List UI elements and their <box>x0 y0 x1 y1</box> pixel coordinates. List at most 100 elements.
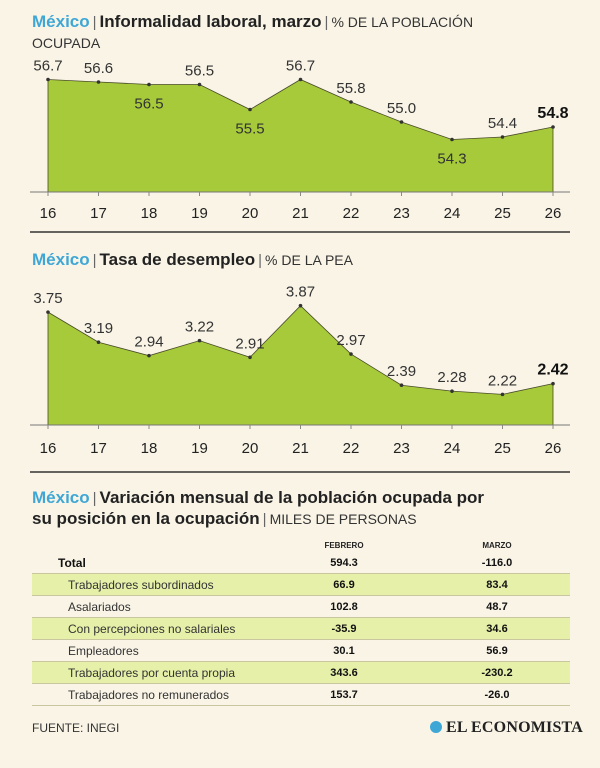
chart2-unit-separator: | <box>258 252 263 269</box>
data-point <box>46 310 50 314</box>
row-label: Trabajadores subordinados <box>32 573 264 596</box>
data-label: 56.5 <box>185 63 214 80</box>
data-label: 3.22 <box>185 319 214 336</box>
logo-globe-icon <box>430 721 442 733</box>
data-point <box>197 82 202 87</box>
table-unit: MILES DE PERSONAS <box>269 511 417 527</box>
column-header-marzo: MARZO <box>482 540 512 550</box>
occupation-table: FEBRERO MARZO Total 594.3 -116.0 Trabaja… <box>32 538 570 706</box>
row-label: Total <box>32 552 264 574</box>
x-tick-label: 23 <box>393 205 410 222</box>
table-row: Empleadores 30.1 56.9 <box>32 639 570 662</box>
row-label: Asalariados <box>32 595 264 618</box>
row-febrero-value: 66.9 <box>264 573 424 596</box>
row-marzo-value: 83.4 <box>424 573 570 596</box>
x-tick-label: 19 <box>191 440 208 457</box>
x-tick-label: 16 <box>40 440 57 457</box>
x-tick-label: 22 <box>343 440 360 457</box>
data-point <box>248 355 252 360</box>
table-row: Trabajadores no remunerados 153.7 -26.0 <box>32 683 570 706</box>
data-point <box>298 77 303 82</box>
data-label: 2.91 <box>235 335 264 352</box>
chart1-country: México <box>32 12 90 31</box>
table-row: Con percepciones no salariales -35.9 34.… <box>32 617 570 640</box>
el-economista-logo: EL ECONOMISTA <box>430 719 583 737</box>
chart2-country: México <box>32 250 90 269</box>
data-point <box>450 389 454 393</box>
informalidad-chart: 56.7 56.6 56.5 56.5 55.5 56.7 55.8 55.0 54.3 54.4… <box>30 58 570 233</box>
row-label: Trabajadores no remunerados <box>32 683 264 706</box>
desempleo-chart: 3.75 3.19 2.94 3.22 2.91 3.87 2.97 2.39 2.28 2.22… <box>30 284 570 473</box>
data-label: 55.0 <box>387 100 416 117</box>
data-label: 56.7 <box>286 58 315 75</box>
x-tick-label: 26 <box>545 205 562 222</box>
row-febrero-value: 102.8 <box>264 595 424 618</box>
table-row-total: Total 594.3 -116.0 <box>32 552 570 574</box>
row-label: Con percepciones no salariales <box>32 617 264 640</box>
x-tick-label: 17 <box>90 205 107 222</box>
x-tick-label: 19 <box>191 205 208 222</box>
data-label: 56.6 <box>84 60 113 77</box>
table-row: Trabajadores subordinados 66.9 83.4 <box>32 573 570 596</box>
data-point <box>349 352 353 356</box>
data-label: 2.39 <box>387 363 416 380</box>
data-label: 55.5 <box>235 121 264 138</box>
data-label: 54.8 <box>537 105 568 122</box>
data-label: 55.8 <box>336 80 365 97</box>
table-unit-separator: | <box>262 511 267 528</box>
table-title-line1: Variación mensual de la población ocupad… <box>99 488 485 507</box>
row-label: Empleadores <box>32 639 264 662</box>
row-febrero-value: 594.3 <box>264 552 424 574</box>
row-marzo-value: -230.2 <box>424 661 570 684</box>
x-tick-label: 22 <box>343 205 360 222</box>
data-label: 2.28 <box>437 369 466 386</box>
x-tick-label: 18 <box>141 205 158 222</box>
chart1-unit-separator: | <box>324 14 329 31</box>
area-series <box>47 305 554 426</box>
x-tick-label: 21 <box>292 440 309 457</box>
data-point <box>46 77 50 82</box>
chart1-header: México | Informalidad laboral, marzo |% DE … <box>32 12 473 54</box>
row-marzo-value: 56.9 <box>424 639 570 662</box>
data-label: 54.4 <box>488 115 517 132</box>
chart1-separator: | <box>92 14 97 31</box>
data-point <box>500 392 505 397</box>
chart2-separator: | <box>92 252 97 269</box>
x-tick-label: 25 <box>494 440 511 457</box>
row-marzo-value: 48.7 <box>424 595 570 618</box>
x-tick-label: 24 <box>444 440 461 457</box>
column-header-febrero: FEBRERO <box>324 540 364 550</box>
table-separator: | <box>92 490 97 507</box>
data-point <box>197 338 202 343</box>
data-label: 2.22 <box>488 372 517 389</box>
data-label: 3.75 <box>33 290 62 307</box>
data-point <box>248 107 252 112</box>
data-point <box>349 100 353 104</box>
source-note: FUENTE: INEGI <box>32 721 120 735</box>
data-label: 54.3 <box>437 151 466 168</box>
x-tick-label: 17 <box>90 440 107 457</box>
chart1-unit-line1: % DE LA POBLACIÓN <box>331 14 474 30</box>
row-febrero-value: 30.1 <box>264 639 424 662</box>
data-label: 3.87 <box>286 284 315 301</box>
data-label: 56.7 <box>33 58 62 75</box>
data-point <box>399 120 404 124</box>
row-febrero-value: 153.7 <box>264 683 424 706</box>
chart1-title: Informalidad laboral, marzo <box>99 12 322 31</box>
x-tick-label: 26 <box>545 440 562 457</box>
x-tick-label: 21 <box>292 205 309 222</box>
chart2-header: México | Tasa de desempleo |% DE LA PEA <box>32 250 353 271</box>
data-point <box>147 353 151 358</box>
data-label: 2.42 <box>537 362 568 379</box>
area-series <box>47 79 554 193</box>
chart2-unit: % DE LA PEA <box>265 252 353 268</box>
table-header: México | Variación mensual de la población… <box>32 488 484 530</box>
data-label: 56.5 <box>134 96 163 113</box>
x-tick-label: 25 <box>494 205 511 222</box>
chart2-title: Tasa de desempleo <box>99 250 256 269</box>
x-tick-label: 24 <box>444 205 461 222</box>
data-point <box>147 82 151 87</box>
table-column-headers: FEBRERO MARZO <box>32 538 570 552</box>
data-point <box>399 383 404 388</box>
column-header-empty <box>32 538 264 552</box>
